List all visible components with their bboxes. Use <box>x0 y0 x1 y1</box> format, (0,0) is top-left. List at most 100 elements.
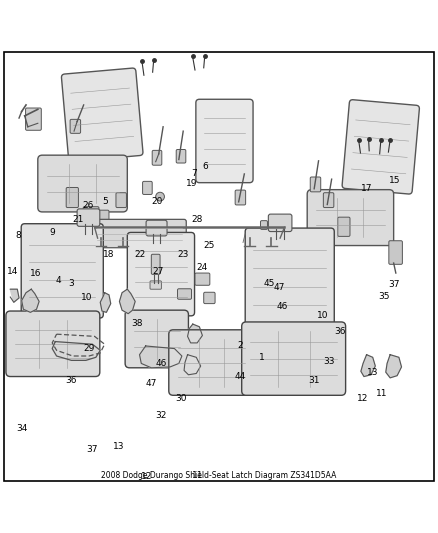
Text: 38: 38 <box>131 319 143 328</box>
Text: 35: 35 <box>378 292 390 301</box>
FancyBboxPatch shape <box>177 289 191 299</box>
Text: 8: 8 <box>15 231 21 240</box>
FancyBboxPatch shape <box>245 228 334 327</box>
Text: 2008 Dodge Durango Shield-Seat Latch Diagram ZS341D5AA: 2008 Dodge Durango Shield-Seat Latch Dia… <box>101 471 337 480</box>
Text: 12: 12 <box>141 472 153 481</box>
Text: 11: 11 <box>192 471 204 480</box>
FancyBboxPatch shape <box>70 119 81 133</box>
Text: 10: 10 <box>317 311 328 320</box>
FancyBboxPatch shape <box>92 220 186 248</box>
Polygon shape <box>100 293 111 312</box>
Text: 47: 47 <box>146 379 157 388</box>
FancyBboxPatch shape <box>143 181 152 195</box>
Text: 4: 4 <box>56 276 62 285</box>
Text: 31: 31 <box>308 376 320 385</box>
FancyBboxPatch shape <box>338 217 350 236</box>
Text: 15: 15 <box>389 175 400 184</box>
FancyBboxPatch shape <box>61 68 143 161</box>
Text: 7: 7 <box>191 169 197 179</box>
Polygon shape <box>120 289 135 313</box>
FancyBboxPatch shape <box>66 188 78 207</box>
Text: 19: 19 <box>186 179 198 188</box>
FancyBboxPatch shape <box>116 193 127 207</box>
FancyBboxPatch shape <box>169 330 254 395</box>
Text: 33: 33 <box>323 357 335 366</box>
FancyBboxPatch shape <box>127 232 194 316</box>
Text: 28: 28 <box>191 215 203 224</box>
FancyBboxPatch shape <box>204 292 215 304</box>
FancyBboxPatch shape <box>83 207 99 219</box>
FancyBboxPatch shape <box>242 322 346 395</box>
Text: 11: 11 <box>376 390 387 399</box>
FancyBboxPatch shape <box>310 177 321 192</box>
Text: 26: 26 <box>82 201 94 210</box>
Polygon shape <box>386 354 402 378</box>
Text: 3: 3 <box>69 279 74 288</box>
FancyBboxPatch shape <box>150 281 161 289</box>
FancyBboxPatch shape <box>268 214 292 231</box>
Text: 21: 21 <box>73 215 84 224</box>
Text: 20: 20 <box>151 197 162 206</box>
FancyBboxPatch shape <box>151 254 160 274</box>
Text: 2: 2 <box>237 342 243 351</box>
FancyBboxPatch shape <box>389 241 403 264</box>
Text: 18: 18 <box>103 250 115 259</box>
FancyBboxPatch shape <box>98 210 109 221</box>
Polygon shape <box>184 354 201 375</box>
Text: 14: 14 <box>7 267 18 276</box>
Text: 45: 45 <box>263 279 275 288</box>
FancyBboxPatch shape <box>146 220 167 236</box>
Polygon shape <box>187 324 202 343</box>
Text: 44: 44 <box>234 372 246 381</box>
Text: 6: 6 <box>202 163 208 172</box>
FancyBboxPatch shape <box>342 100 419 194</box>
FancyBboxPatch shape <box>265 265 274 276</box>
Text: 47: 47 <box>274 283 285 292</box>
Text: 12: 12 <box>357 394 368 403</box>
Text: 24: 24 <box>197 263 208 272</box>
FancyBboxPatch shape <box>77 209 100 227</box>
FancyBboxPatch shape <box>261 221 268 229</box>
Text: 32: 32 <box>155 411 167 421</box>
Text: 46: 46 <box>276 302 288 311</box>
Text: 1: 1 <box>259 353 265 362</box>
Text: 36: 36 <box>66 376 77 384</box>
FancyBboxPatch shape <box>235 190 246 205</box>
Text: 25: 25 <box>204 241 215 250</box>
FancyBboxPatch shape <box>176 149 186 163</box>
FancyBboxPatch shape <box>323 193 334 207</box>
Circle shape <box>275 248 284 257</box>
FancyBboxPatch shape <box>195 273 210 285</box>
FancyBboxPatch shape <box>196 99 253 183</box>
FancyBboxPatch shape <box>21 224 103 318</box>
Text: 9: 9 <box>49 228 55 237</box>
Text: 36: 36 <box>335 327 346 336</box>
Text: 34: 34 <box>16 424 27 433</box>
Text: 46: 46 <box>155 359 167 368</box>
Polygon shape <box>11 289 19 302</box>
Text: 5: 5 <box>102 197 108 206</box>
Text: 13: 13 <box>113 442 124 451</box>
Text: 37: 37 <box>389 280 400 289</box>
Text: 17: 17 <box>361 184 372 193</box>
Text: 27: 27 <box>152 267 163 276</box>
Text: 10: 10 <box>81 293 93 302</box>
Polygon shape <box>52 342 100 360</box>
Polygon shape <box>361 354 375 376</box>
Text: 29: 29 <box>83 344 95 353</box>
Text: 30: 30 <box>175 394 186 403</box>
FancyBboxPatch shape <box>6 311 100 376</box>
FancyBboxPatch shape <box>152 150 162 165</box>
Text: 37: 37 <box>87 445 98 454</box>
Text: 16: 16 <box>30 269 41 278</box>
FancyBboxPatch shape <box>25 108 41 130</box>
FancyBboxPatch shape <box>274 261 283 273</box>
Text: 22: 22 <box>134 250 145 259</box>
FancyBboxPatch shape <box>125 310 188 368</box>
Text: 13: 13 <box>367 368 378 377</box>
Polygon shape <box>140 346 182 368</box>
Circle shape <box>155 192 164 201</box>
Text: 23: 23 <box>177 250 189 259</box>
FancyBboxPatch shape <box>38 155 127 212</box>
Polygon shape <box>21 289 39 312</box>
